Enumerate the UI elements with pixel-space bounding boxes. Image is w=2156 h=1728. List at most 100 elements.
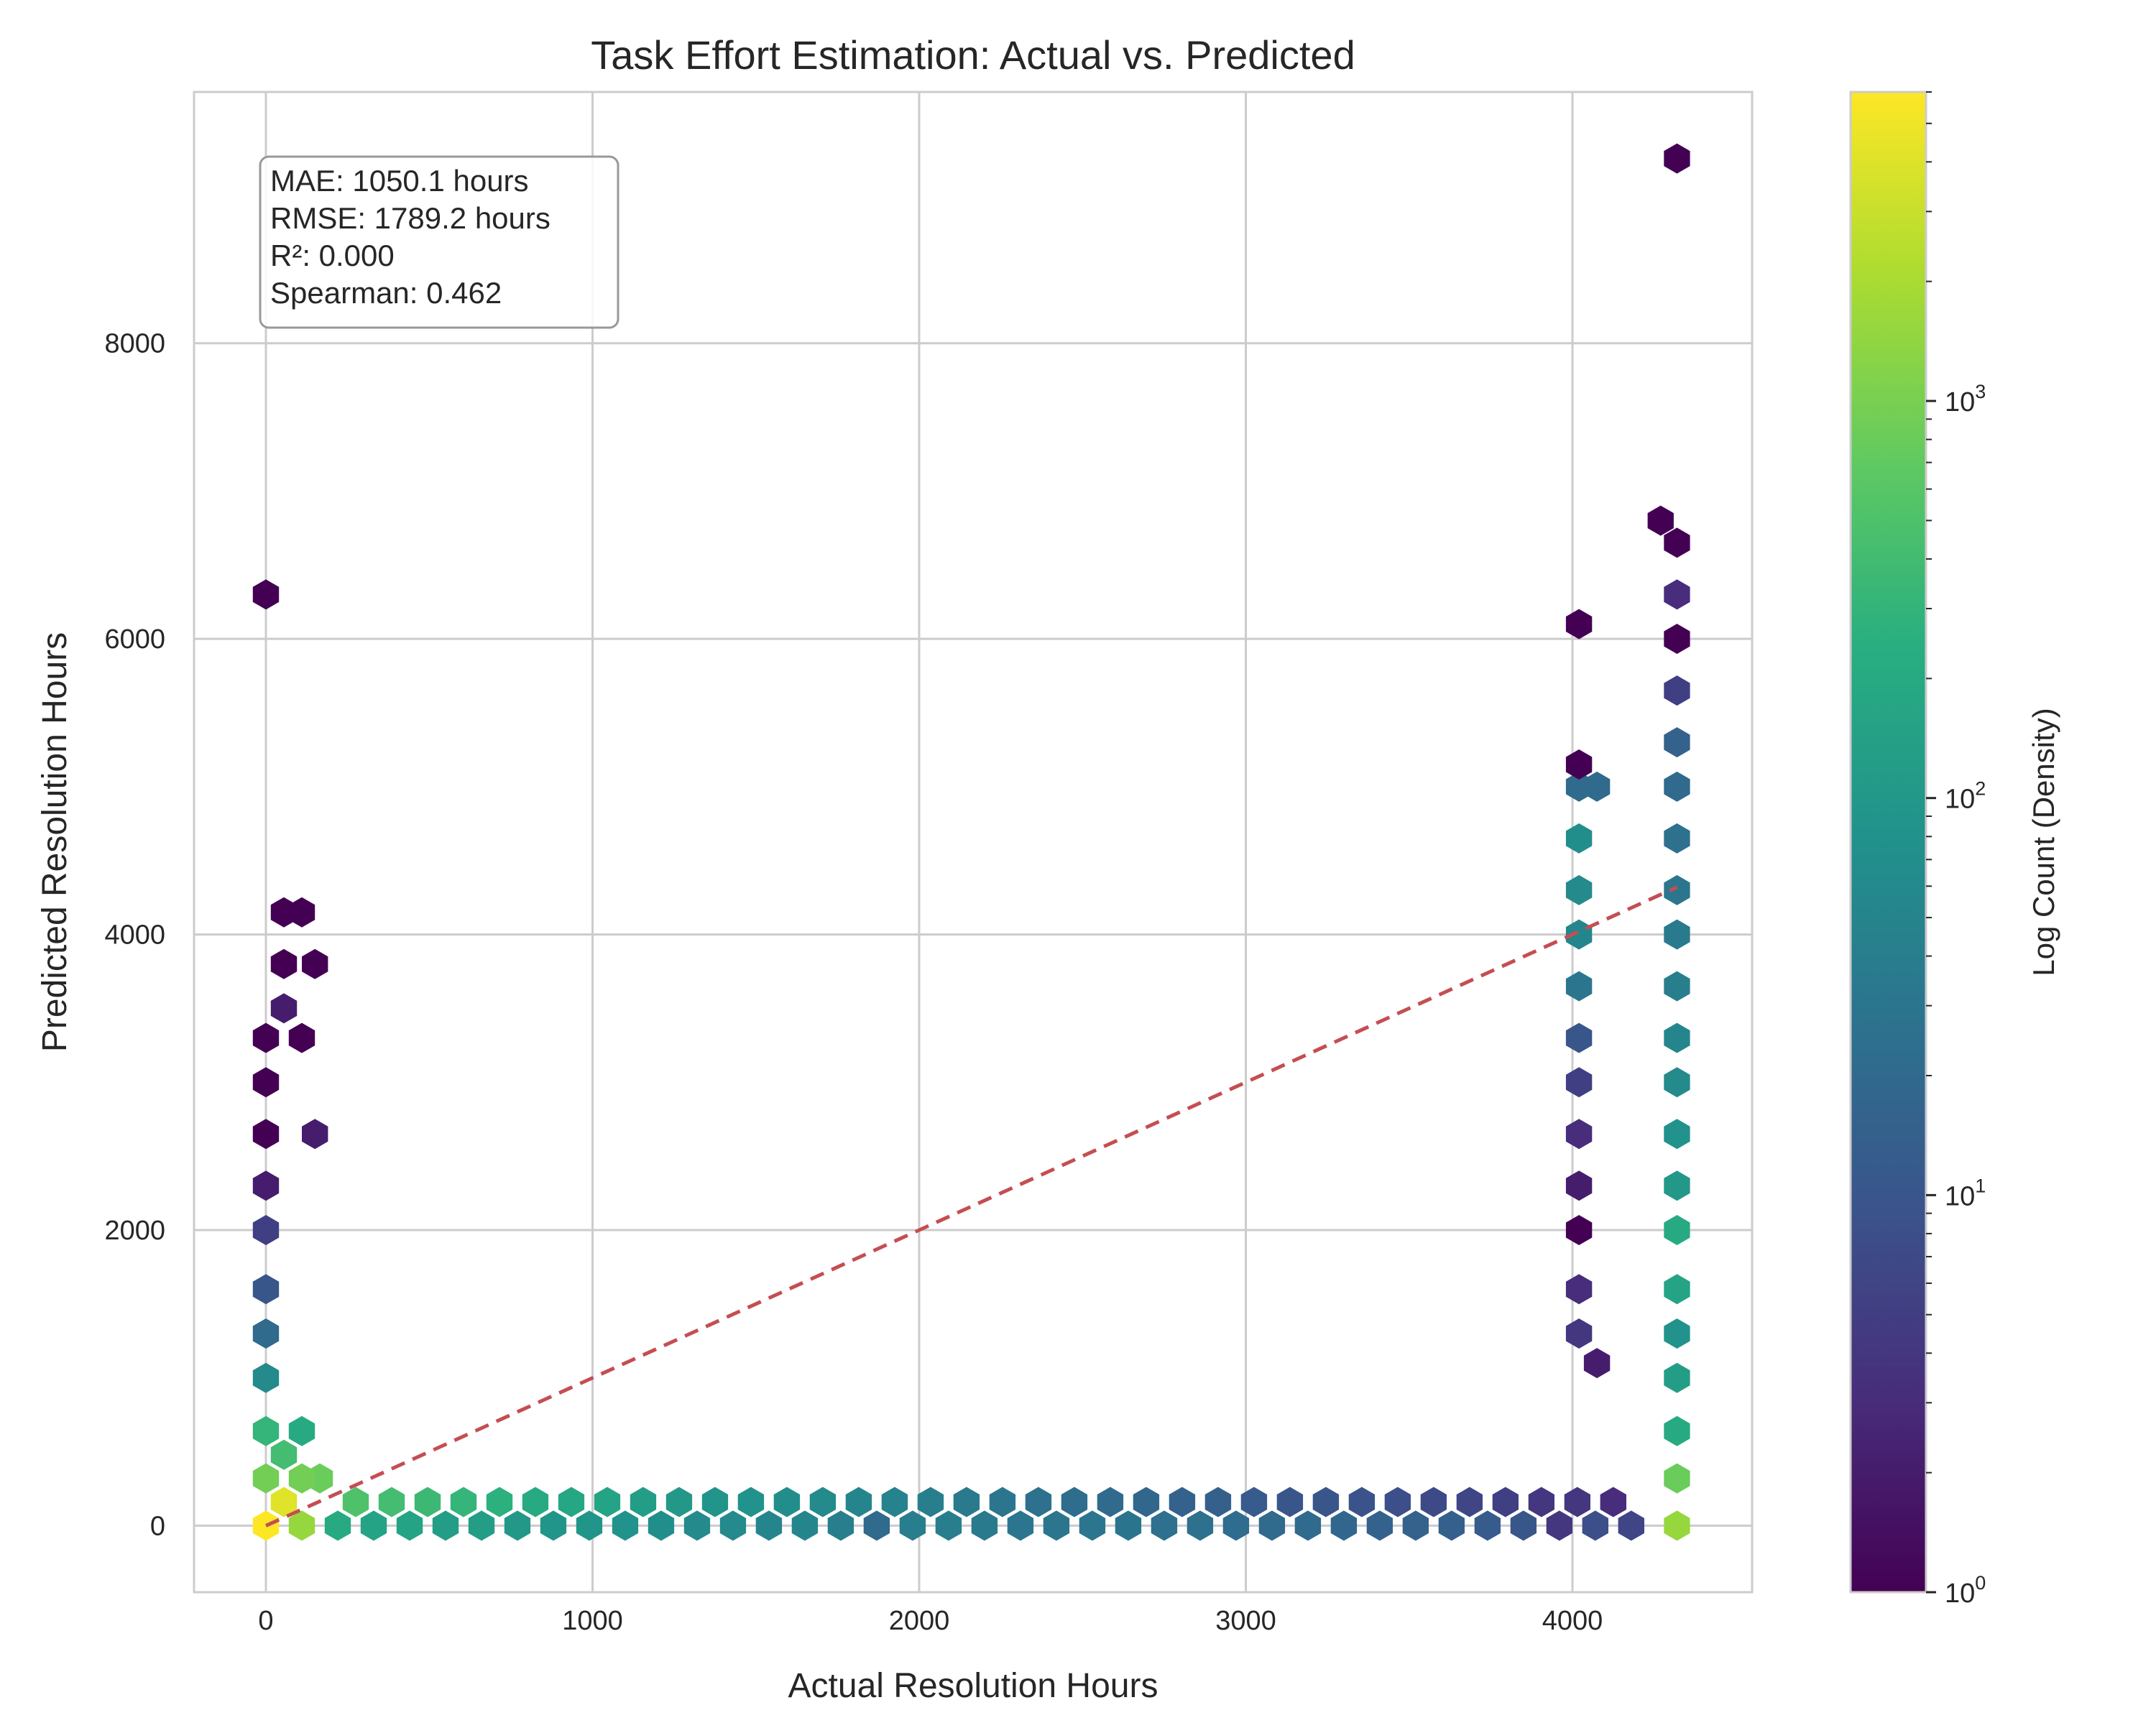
hexbin-cell [1312,1487,1340,1517]
hexbin-cell [1564,1487,1590,1517]
colorbar-tick-label: 101 [1945,1175,1986,1211]
hexbin-cell [1664,143,1690,174]
hexbin-cell [270,1439,298,1470]
hexbin-cell [1187,1510,1214,1541]
hexbin-cell [1276,1487,1304,1517]
hexbin-cell [288,1415,315,1446]
colorbar-label: Log Count (Density) [2027,708,2060,976]
hexbin-cell [252,1067,280,1098]
hexbin-cell [252,1362,280,1393]
hexbin-cell [1664,1362,1690,1393]
colorbar-tick-exponent: 1 [1975,1175,1986,1196]
hexbin-cell [1664,1415,1690,1446]
hexbin-cell [1664,1463,1690,1494]
hexbin-cell [468,1510,495,1541]
hexbin-cell [1546,1510,1572,1541]
hexbin-cell [1664,1119,1690,1150]
hexbin-cell [1664,624,1690,655]
hexbin-cell [1664,727,1690,758]
hexbin-cell [935,1510,962,1541]
colorbar-tick-label: 103 [1945,381,1986,417]
hexbin-cell [252,1022,280,1053]
hexbin-cell [342,1487,369,1517]
hexbin-cell [1565,971,1593,1002]
hexbin-cell [252,1274,280,1305]
hexbin-cell [558,1487,585,1517]
hexbin-cell [809,1487,837,1517]
y-axis-ticks: 0 2000 4000 6000 8000 [104,329,165,1542]
hexbin-cell [1664,1170,1690,1201]
hexbin-cell [1664,823,1690,854]
colorbar-tick-label: 100 [1945,1572,1986,1609]
hexbin-cell [863,1510,890,1541]
hexbin-cell [360,1510,387,1541]
stats-box-frame [259,155,619,329]
stats-r2: R²: 0.000 [270,239,395,272]
hexbin-cell [845,1487,872,1517]
hexbin-cell [1565,609,1593,639]
hexbin-cell [701,1487,729,1517]
hexbin-cell [1456,1487,1483,1517]
hexbin-cell [1240,1487,1268,1517]
hexbin-cell [1492,1487,1519,1517]
hexbin-cell [1510,1510,1537,1541]
hexbin-cell [1618,1510,1644,1541]
hexbin-cell [1007,1510,1034,1541]
hexbin-cell [1664,874,1690,905]
x-axis-label: Actual Resolution Hours [788,1667,1158,1705]
hexbin-cell [1664,919,1690,950]
hexbin-cell [917,1487,944,1517]
hexbin-cell [773,1487,801,1517]
hexbin-cell [1565,749,1593,780]
hexbin-cell [1664,771,1690,802]
chart-title: Task Effort Estimation: Actual vs. Predi… [591,32,1355,78]
hexbin-cell [1565,1274,1593,1305]
hexbin-cell [1664,1022,1690,1053]
hexbin-cell [1583,771,1611,802]
hexbin-cell [1528,1487,1554,1517]
hexbin-cell [252,1463,280,1494]
hexbin-cell [270,948,298,979]
hexbin-cell [486,1487,513,1517]
hexbin-cell [1204,1487,1232,1517]
hexbin-cell [1664,971,1690,1002]
hexbin-cell [252,1170,280,1201]
x-tick-label: 1000 [562,1606,623,1636]
y-tick-label: 4000 [104,920,165,951]
stats-rmse: RMSE: 1789.2 hours [270,201,550,235]
hexbin-cell [1565,823,1593,854]
colorbar-tick-exponent: 2 [1975,778,1986,800]
hexbin-cell [1294,1510,1322,1541]
hexbin-cell [719,1510,747,1541]
hexbin-cell [1582,1510,1608,1541]
hexbin-cell [324,1510,351,1541]
hexbin-cell [252,1119,280,1150]
hexbin-cell [1097,1487,1124,1517]
plot-area [193,91,1754,1594]
hexbin-cell [270,1487,298,1517]
hexbin-cell [288,1463,315,1494]
hexbin-cell [1366,1510,1393,1541]
hexbin-cell [1565,1318,1593,1349]
hexbin-cell [1330,1510,1358,1541]
hexbin-cell [1647,505,1674,536]
hexbin-cell [252,1215,280,1245]
hexbin-cell [989,1487,1016,1517]
hexbin-cell [270,993,298,1024]
hexbin-cell [1664,1274,1690,1305]
hexbin-cell [1222,1510,1250,1541]
hexbin-cell [302,1119,328,1150]
hexbin-cell [1664,527,1690,558]
hexbin-cell [540,1510,567,1541]
hexbin-cell [432,1510,459,1541]
stats-mae: MAE: 1050.1 hours [270,164,529,198]
hexbin-cell [791,1510,819,1541]
hexbin-cell [288,897,315,928]
reference-line [264,885,1678,1528]
hexbin-cell [899,1510,926,1541]
hexbin-cell [522,1487,549,1517]
